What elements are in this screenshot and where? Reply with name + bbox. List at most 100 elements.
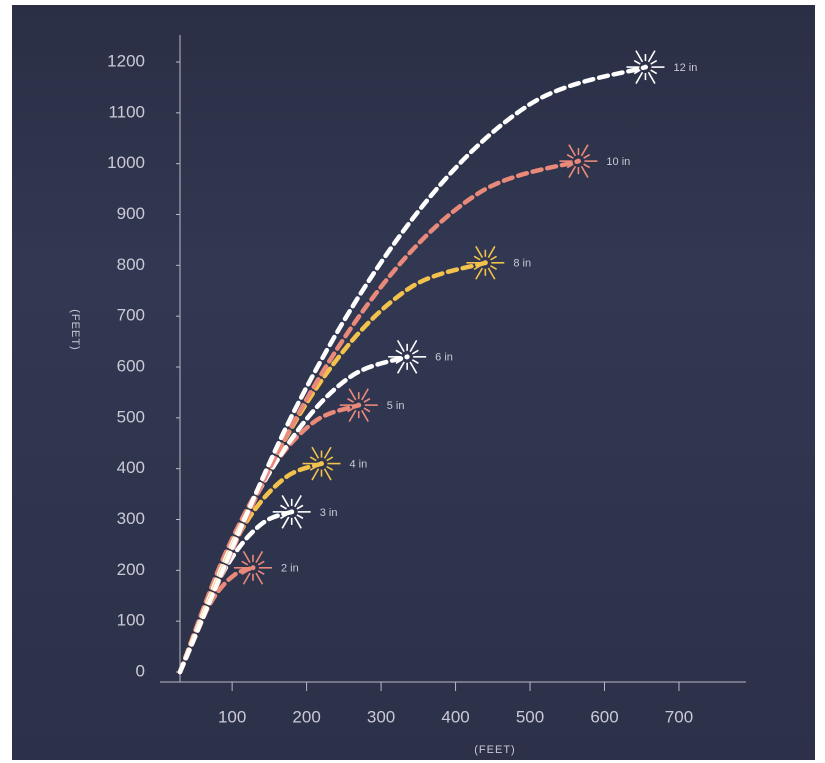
y-axis-title: (FEET) bbox=[69, 309, 81, 350]
burst-ray bbox=[580, 144, 589, 157]
burst-ray bbox=[311, 446, 320, 459]
burst-ray bbox=[566, 163, 574, 169]
burst-ray bbox=[395, 359, 403, 365]
burst-ray bbox=[566, 153, 574, 159]
burst-ray bbox=[487, 267, 496, 280]
burst-ray bbox=[487, 245, 496, 258]
x-tick-label: 500 bbox=[516, 707, 544, 726]
burst-ray bbox=[241, 570, 249, 575]
burst-ray bbox=[296, 514, 304, 520]
y-tick-label: 400 bbox=[117, 458, 145, 477]
burst-label: 3 in bbox=[320, 507, 338, 519]
burst-ray bbox=[396, 339, 405, 353]
burst-ray bbox=[361, 388, 369, 401]
x-axis-title: (FEET) bbox=[474, 744, 515, 756]
burst-ray bbox=[411, 359, 419, 365]
burst-ray bbox=[568, 165, 577, 178]
y-tick-label: 200 bbox=[117, 560, 145, 579]
burst-center bbox=[319, 461, 324, 467]
burst-label: 8 in bbox=[513, 258, 531, 270]
burst-ray bbox=[650, 59, 658, 65]
burst-ray bbox=[363, 407, 371, 413]
y-tick-label: 800 bbox=[117, 255, 145, 274]
burst-ray bbox=[326, 456, 334, 462]
burst-ray bbox=[650, 69, 658, 75]
x-tick-label: 100 bbox=[218, 707, 246, 726]
burst-ray bbox=[294, 516, 302, 529]
y-tick-label: 1100 bbox=[108, 102, 145, 121]
trajectory bbox=[177, 158, 581, 675]
burst-ray bbox=[347, 397, 354, 403]
burst-ray bbox=[647, 71, 656, 84]
burst-label: 2 in bbox=[281, 563, 299, 575]
burst bbox=[388, 339, 427, 374]
burst-ray bbox=[475, 267, 484, 280]
trajectory bbox=[177, 64, 648, 675]
y-tick-label: 300 bbox=[117, 509, 145, 528]
burst bbox=[626, 50, 665, 84]
burst-center bbox=[250, 565, 256, 571]
x-tick-label: 700 bbox=[665, 707, 693, 726]
burst-center bbox=[642, 64, 648, 70]
y-tick-label: 700 bbox=[117, 306, 145, 325]
y-tick-label: 100 bbox=[117, 611, 145, 630]
burst-ray bbox=[242, 550, 251, 563]
burst-ray bbox=[475, 245, 484, 258]
burst-label: 10 in bbox=[606, 156, 630, 168]
burst-ray bbox=[348, 409, 357, 422]
x-tick-label: 600 bbox=[590, 707, 618, 726]
burst-ray bbox=[568, 144, 577, 157]
burst-ray bbox=[409, 339, 418, 353]
burst-ray bbox=[363, 397, 371, 403]
burst bbox=[339, 388, 378, 422]
y-tick-label: 600 bbox=[117, 356, 145, 375]
burst-ray bbox=[635, 71, 644, 84]
burst-ray bbox=[294, 495, 302, 508]
burst bbox=[302, 446, 341, 481]
burst-ray bbox=[396, 361, 405, 374]
burst bbox=[466, 245, 505, 280]
burst-ray bbox=[323, 446, 332, 459]
y-tick-label: 500 bbox=[117, 407, 145, 426]
burst-ray bbox=[242, 572, 251, 585]
burst-ray bbox=[257, 560, 265, 566]
burst-center bbox=[404, 354, 410, 360]
y-tick-label: 0 bbox=[136, 661, 145, 680]
burst-center bbox=[575, 158, 581, 164]
burst-ray bbox=[323, 468, 332, 481]
burst-ray bbox=[647, 50, 656, 63]
burst-ray bbox=[473, 265, 481, 270]
burst-ray bbox=[395, 349, 403, 355]
burst-center bbox=[356, 402, 362, 408]
burst-ray bbox=[583, 163, 591, 169]
burst-ray bbox=[296, 504, 304, 510]
burst-center bbox=[289, 509, 295, 515]
burst-ray bbox=[280, 504, 287, 510]
burst bbox=[559, 144, 598, 178]
burst-ray bbox=[311, 468, 320, 481]
burst-ray bbox=[241, 560, 249, 566]
background bbox=[12, 5, 815, 760]
y-tick-label: 900 bbox=[117, 204, 145, 223]
burst-label: 6 in bbox=[435, 352, 453, 364]
burst-ray bbox=[347, 407, 354, 413]
burst-label: 5 in bbox=[387, 400, 405, 412]
burst-ray bbox=[348, 388, 357, 401]
burst-ray bbox=[580, 165, 589, 178]
burst-ray bbox=[326, 465, 334, 471]
burst-ray bbox=[635, 50, 644, 63]
burst-center bbox=[482, 260, 488, 266]
burst-ray bbox=[490, 255, 498, 261]
burst-ray bbox=[633, 59, 641, 65]
y-tick-label: 1000 bbox=[107, 153, 145, 172]
burst-ray bbox=[309, 465, 317, 471]
x-tick-label: 400 bbox=[441, 707, 469, 726]
burst-ray bbox=[255, 550, 264, 563]
burst-ray bbox=[281, 516, 290, 529]
burst-ray bbox=[255, 572, 264, 585]
burst-ray bbox=[280, 514, 287, 520]
burst-ray bbox=[309, 456, 317, 462]
y-tick-label: 1200 bbox=[107, 51, 145, 70]
burst bbox=[272, 495, 311, 529]
